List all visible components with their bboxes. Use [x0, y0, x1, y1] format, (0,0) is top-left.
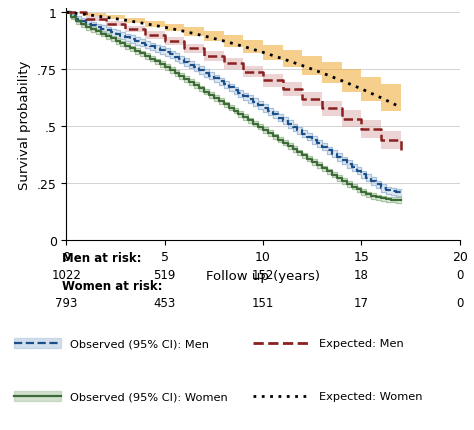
Y-axis label: Survival probability: Survival probability — [18, 60, 31, 189]
Text: Observed (95% CI): Men: Observed (95% CI): Men — [71, 338, 210, 348]
Text: 18: 18 — [354, 268, 369, 282]
Text: 0: 0 — [456, 268, 464, 282]
Text: Expected: Women: Expected: Women — [319, 391, 423, 401]
Text: Expected: Men: Expected: Men — [319, 338, 404, 348]
Text: 1022: 1022 — [51, 268, 82, 282]
Text: 0: 0 — [456, 296, 464, 310]
Text: 519: 519 — [154, 268, 176, 282]
Text: 793: 793 — [55, 296, 78, 310]
Text: Men at risk:: Men at risk: — [63, 252, 142, 265]
Text: Observed (95% CI): Women: Observed (95% CI): Women — [71, 391, 228, 401]
X-axis label: Follow up (years): Follow up (years) — [206, 269, 320, 282]
Text: 151: 151 — [252, 296, 274, 310]
Text: 17: 17 — [354, 296, 369, 310]
Text: 453: 453 — [154, 296, 176, 310]
Text: 152: 152 — [252, 268, 274, 282]
Text: Women at risk:: Women at risk: — [63, 280, 163, 293]
